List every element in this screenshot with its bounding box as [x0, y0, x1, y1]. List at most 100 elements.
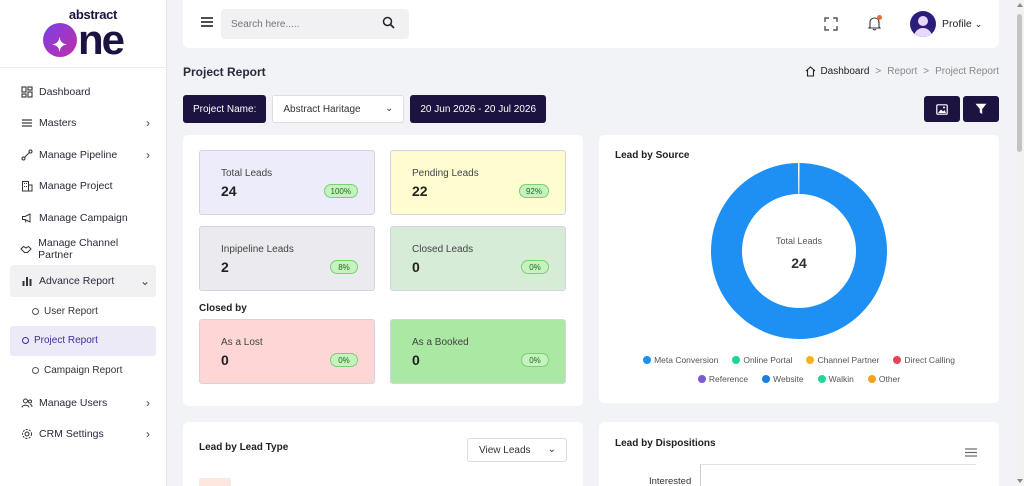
- search-input[interactable]: [231, 18, 371, 30]
- bell-icon[interactable]: [867, 15, 882, 34]
- chevron-down-icon: ⌄: [974, 18, 983, 29]
- scroll-thumb[interactable]: [1017, 14, 1022, 152]
- legend-swatch: [697, 375, 706, 383]
- sidebar-item-manage-users[interactable]: Manage Users ›: [0, 387, 166, 419]
- sidebar-subitem-project-report[interactable]: Project Report: [10, 326, 156, 356]
- sidebar-subitem-user-report[interactable]: User Report: [10, 297, 156, 327]
- project-select-value: Abstract Haritage: [283, 103, 361, 115]
- filter-button[interactable]: [963, 96, 999, 122]
- donut-slice[interactable]: [711, 163, 888, 339]
- topbar: Profile ⌄: [183, 0, 999, 48]
- sidebar-item-label: Manage Pipeline: [39, 148, 118, 161]
- legend-item[interactable]: Channel Partner: [806, 355, 879, 365]
- legend-swatch: [817, 375, 826, 383]
- stat-pending-leads[interactable]: Pending Leads 22 92%: [390, 150, 566, 215]
- sidebar-item-manage-pipeline[interactable]: Manage Pipeline ›: [0, 139, 166, 171]
- sidebar-item-label: Manage Channel Partner: [38, 237, 119, 262]
- legend-swatch: [806, 356, 815, 364]
- legend-item[interactable]: Direct Calling: [893, 355, 955, 365]
- logo[interactable]: abstract ne: [0, 0, 166, 68]
- stat-total-leads[interactable]: Total Leads 24 100%: [199, 150, 375, 215]
- legend-item[interactable]: Online Portal: [732, 355, 792, 365]
- legend-row: Reference Website Walkin Other: [599, 374, 999, 384]
- search-icon[interactable]: [382, 16, 395, 32]
- project-select[interactable]: Abstract Haritage ⌄: [272, 95, 405, 123]
- sidebar-item-crm-settings[interactable]: CRM Settings ›: [0, 419, 166, 451]
- chevron-down-icon: ⌄: [384, 103, 394, 114]
- stat-as-lost[interactable]: As a Lost 0 0%: [199, 319, 375, 384]
- chevron-right-icon: ›: [146, 427, 150, 442]
- sidebar-subitem-label: Project Report: [34, 335, 98, 347]
- sidebar-item-advance-report[interactable]: Advance Report ⌄: [10, 265, 156, 297]
- notification-dot: [877, 15, 882, 20]
- sidebar-item-manage-project[interactable]: Manage Project: [0, 171, 166, 203]
- legend-swatch: [893, 356, 902, 364]
- image-icon: [936, 103, 948, 115]
- project-name-label: Project Name:: [183, 95, 267, 123]
- legend-item[interactable]: Website: [762, 374, 804, 384]
- hamburger-menu-icon[interactable]: [200, 15, 214, 32]
- sidebar-item-label: Advance Report: [39, 274, 115, 287]
- breadcrumb-report[interactable]: Report: [887, 66, 918, 77]
- sidebar-item-label: Manage Project: [39, 180, 113, 193]
- filter-icon: [975, 103, 987, 114]
- sidebar-subitem-label: User Report: [44, 305, 98, 317]
- stat-closed-leads[interactable]: Closed Leads 0 0%: [390, 226, 566, 291]
- stat-value: 0: [412, 352, 420, 368]
- breadcrumb-current: Project Report: [935, 66, 999, 77]
- scrollbar[interactable]: [1015, 0, 1024, 486]
- fullscreen-icon[interactable]: [824, 17, 838, 31]
- sidebar-item-channel-partner[interactable]: Manage Channel Partner: [0, 234, 166, 266]
- breadcrumb-dashboard[interactable]: Dashboard: [805, 66, 869, 77]
- scroll-up-arrow[interactable]: [1017, 3, 1023, 7]
- stat-label: Total Leads: [221, 168, 273, 179]
- sidebar-item-manage-campaign[interactable]: Manage Campaign: [0, 202, 166, 234]
- view-leads-label: View Leads: [479, 444, 531, 456]
- date-range-button[interactable]: 20 Jun 2026 - 20 Jul 2026: [410, 95, 547, 123]
- scroll-down-arrow[interactable]: [1017, 479, 1023, 483]
- chevron-right-icon: ›: [146, 116, 150, 131]
- lead-by-source-card: Lead by Source Total Leads 24 Meta Conve…: [599, 135, 999, 403]
- sidebar-subitem-campaign-report[interactable]: Campaign Report: [10, 356, 156, 386]
- logo-top-text: abstract: [68, 6, 118, 22]
- sidebar-item-label: Manage Campaign: [39, 211, 128, 224]
- legend-item[interactable]: Reference: [697, 374, 748, 384]
- legend-item[interactable]: Other: [867, 374, 900, 384]
- stat-label: Pending Leads: [412, 168, 479, 179]
- bar-chart-icon: [20, 274, 33, 287]
- legend-item[interactable]: Walkin: [817, 374, 854, 384]
- avatar: [910, 11, 936, 37]
- legend-label: Website: [773, 374, 804, 384]
- action-buttons: [924, 96, 999, 122]
- y-tick-label: Interested: [649, 476, 692, 486]
- export-image-button[interactable]: [924, 96, 960, 122]
- pipeline-icon: [20, 148, 33, 161]
- page-title: Project Report: [183, 65, 266, 79]
- donut-chart: Total Leads 24: [711, 163, 888, 339]
- stat-value: 22: [412, 183, 428, 199]
- lead-by-type-card: Lead by Lead Type View Leads ⌄: [183, 422, 583, 486]
- sidebar-item-dashboard[interactable]: Dashboard: [0, 76, 166, 108]
- card-title: Lead by Source: [615, 150, 690, 161]
- handshake-icon: [20, 243, 32, 256]
- chart-menu-icon[interactable]: [965, 448, 977, 460]
- stat-badge: 92%: [518, 184, 549, 198]
- logo-o-icon: [42, 22, 77, 64]
- dashboard-icon: [20, 85, 33, 98]
- breadcrumb: Dashboard > Report > Project Report: [805, 66, 999, 77]
- sidebar-item-masters[interactable]: Masters ›: [0, 108, 166, 140]
- megaphone-icon: [20, 211, 33, 224]
- donut-center-label: Total Leads: [776, 236, 823, 246]
- breadcrumb-separator: >: [875, 66, 882, 77]
- view-leads-select[interactable]: View Leads ⌄: [467, 438, 567, 462]
- sidebar-item-label: Masters: [39, 117, 77, 130]
- stat-as-booked[interactable]: As a Booked 0 0%: [390, 319, 566, 384]
- stat-value: 24: [221, 183, 237, 199]
- avatar-head: [918, 16, 928, 26]
- legend-item[interactable]: Meta Conversion: [643, 355, 718, 365]
- chevron-right-icon: ›: [146, 395, 150, 410]
- list-icon: [20, 117, 33, 130]
- stat-inpipeline-leads[interactable]: Inpipeline Leads 2 8%: [199, 226, 375, 291]
- profile-menu[interactable]: Profile ⌄: [910, 11, 982, 37]
- stat-value: 0: [412, 259, 420, 275]
